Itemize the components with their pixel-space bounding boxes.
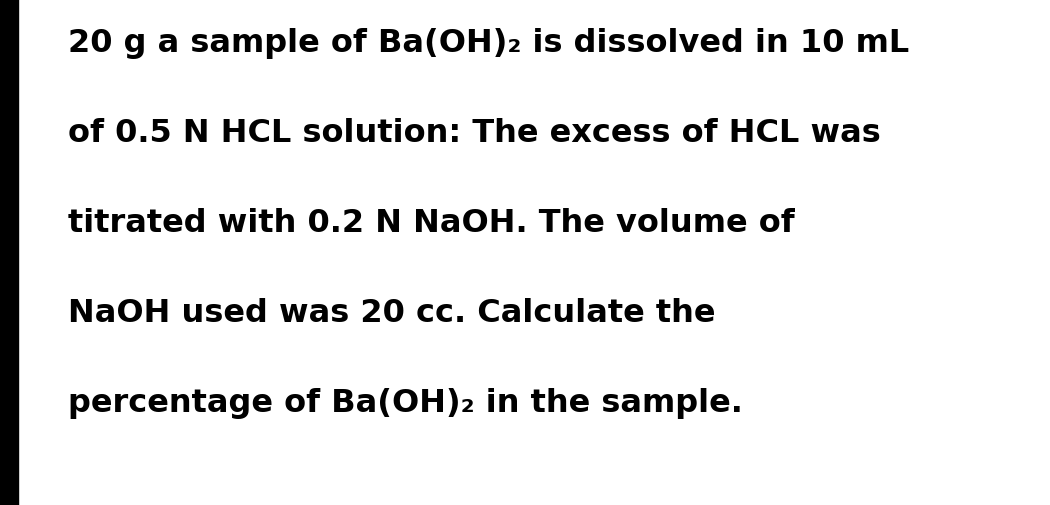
Text: of 0.5 N HCL solution: The excess of HCL was: of 0.5 N HCL solution: The excess of HCL… bbox=[68, 118, 881, 148]
Text: percentage of Ba(OH)₂ in the sample.: percentage of Ba(OH)₂ in the sample. bbox=[68, 387, 743, 418]
Text: titrated with 0.2 N NaOH. The volume of: titrated with 0.2 N NaOH. The volume of bbox=[68, 208, 795, 238]
Text: 20 g a sample of Ba(OH)₂ is dissolved in 10 mL: 20 g a sample of Ba(OH)₂ is dissolved in… bbox=[68, 28, 909, 59]
Text: NaOH used was 20 cc. Calculate the: NaOH used was 20 cc. Calculate the bbox=[68, 297, 715, 328]
